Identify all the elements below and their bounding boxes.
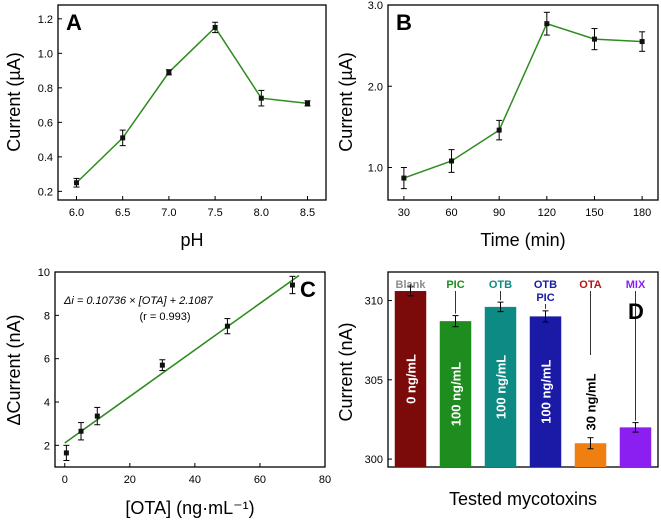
panel-c-ytick-label: 2 [44,440,50,452]
panel-a-ytick-label: 0.8 [38,83,53,95]
panel-a-ytick-label: 0.4 [38,152,53,164]
panel-c-xtick-label: 40 [189,474,201,486]
panel-c-data-point [289,282,295,288]
panel-b-ytick-label: 3.0 [368,0,383,12]
panel-c-fit-line [64,274,300,444]
panel-a-xtick-label: 7.5 [207,207,222,219]
panel-d-frame [387,271,659,468]
panel-c-ytick-label: 6 [44,354,50,366]
panel-c-equation: Δi = 0.10736 × [OTA] + 2.1087 [63,295,214,307]
panel-a-data-point [258,95,264,101]
panel-d-ytick-label: 310 [365,296,383,308]
panel-a-xtick-label: 7.0 [161,207,176,219]
panel-d-category-label: OTA [579,279,601,291]
panel-b-xtick-label: 150 [585,207,603,219]
panel-d-category-label: MIX [626,279,646,291]
panel-d-ytick-label: 305 [365,375,383,387]
panel-c-xtick-label: 20 [124,474,136,486]
panel-d-category-label: OTB [489,279,512,291]
panel-b-xtick-label: 180 [633,207,651,219]
panel-a-series-line [75,26,308,184]
panel-c-frame [54,271,326,468]
panel-c: C Δi = 0.10736 × [OTA] + 2.1087 (r = 0.9… [4,267,331,518]
panel-a-data-point [120,135,126,141]
panel-a-data-point [305,100,311,106]
panel-b-data-point [544,21,550,27]
panel-d-bar [619,427,652,467]
panel-b: B Time (min) Current (µA) 30 60 90 120 150 18… [336,0,659,250]
panel-a-label: A [66,10,82,35]
panel-d-bar-label: 0 ng/mL [404,354,419,404]
panel-d-xlabel: Tested mycotoxins [449,489,597,509]
panel-d-bar [484,306,517,467]
panel-b-frame [387,4,659,201]
panel-d-bar-label: 100 ng/mL [494,355,509,419]
panel-c-xtick-label: 80 [319,474,331,486]
panel-a-ytick-label: 1.0 [38,48,53,60]
panel-c-ytick-label: 4 [44,397,50,409]
panel-b-xtick-label: 120 [538,207,556,219]
panel-d-category-label-2: PIC [536,292,554,304]
panel-c-xtick-label: 60 [254,474,266,486]
panel-a-xtick-label: 8.5 [300,207,315,219]
panel-a-data-point [212,24,218,30]
panel-b-ylabel: Current (µA) [336,52,356,151]
panel-d-bar [394,291,427,467]
panel-c-label: C [300,277,316,302]
panel-a-ytick-label: 1.2 [38,14,53,26]
panel-b-xtick-label: 90 [493,207,505,219]
panel-d: D Tested mycotoxins Current (nA) 300 305 3… [336,271,659,509]
panel-d-bar-label: 100 ng/mL [539,359,554,423]
panel-b-xtick-label: 60 [445,207,457,219]
panel-c-ytick-label: 8 [44,310,50,322]
panel-d-ytick-label: 300 [365,454,383,466]
panel-c-xtick-label: 0 [62,474,68,486]
panel-d-bar-label: 100 ng/mL [449,362,464,426]
panel-d-label: D [628,299,644,324]
panel-b-ytick-label: 2.0 [368,81,383,93]
panel-b-data-point [449,158,455,164]
panel-b-data-point [496,127,502,133]
panel-a-xtick-label: 6.0 [69,207,84,219]
panel-c-ytick-label: 10 [38,267,50,279]
panel-b-data-point [639,39,645,45]
panel-c-data-point [78,428,84,434]
panel-a-xtick-label: 8.0 [254,207,269,219]
panel-b-xtick-label: 30 [398,207,410,219]
panel-d-bar-label: 30 ng/mL [584,373,599,430]
panel-d-bar [529,316,562,467]
panel-c-ylabel: ΔCurrent (nA) [4,314,24,425]
panel-b-data-point [401,175,407,181]
panel-a-xlabel: pH [180,230,203,250]
panel-d-bar [574,443,607,467]
panel-c-data-point [94,413,100,419]
panel-d-category-label: Blank [396,279,427,291]
panel-b-label: B [396,10,412,35]
panel-c-data-point [63,450,69,456]
panel-c-data-point [224,323,230,329]
panel-a-ylabel: Current (µA) [4,52,24,151]
panel-d-bar [439,321,472,467]
panel-a-ytick-label: 0.2 [38,186,53,198]
panel-a-data-point [73,180,79,186]
panel-b-data-point [591,36,597,42]
panel-a-frame [57,4,327,201]
panel-c-r-value: (r = 0.993) [139,311,190,323]
panel-b-xlabel: Time (min) [480,230,565,250]
panel-a: A pH Current (µA) 6.0 6.5 7.0 7.5 8.0 8.5 0.2 0… [4,4,327,250]
panel-a-xtick-label: 6.5 [115,207,130,219]
panel-b-ytick-label: 1.0 [368,163,383,175]
panel-a-data-point [166,69,172,75]
panel-d-category-label: OTB [534,279,557,291]
panel-c-xlabel: [OTA] (ng·mL⁻¹) [125,498,254,518]
panel-a-ytick-label: 0.6 [38,117,53,129]
panel-d-category-label: PIC [446,279,464,291]
panel-b-series-line [403,22,643,179]
panel-c-data-point [159,362,165,368]
panel-d-ylabel: Current (nA) [336,322,356,421]
